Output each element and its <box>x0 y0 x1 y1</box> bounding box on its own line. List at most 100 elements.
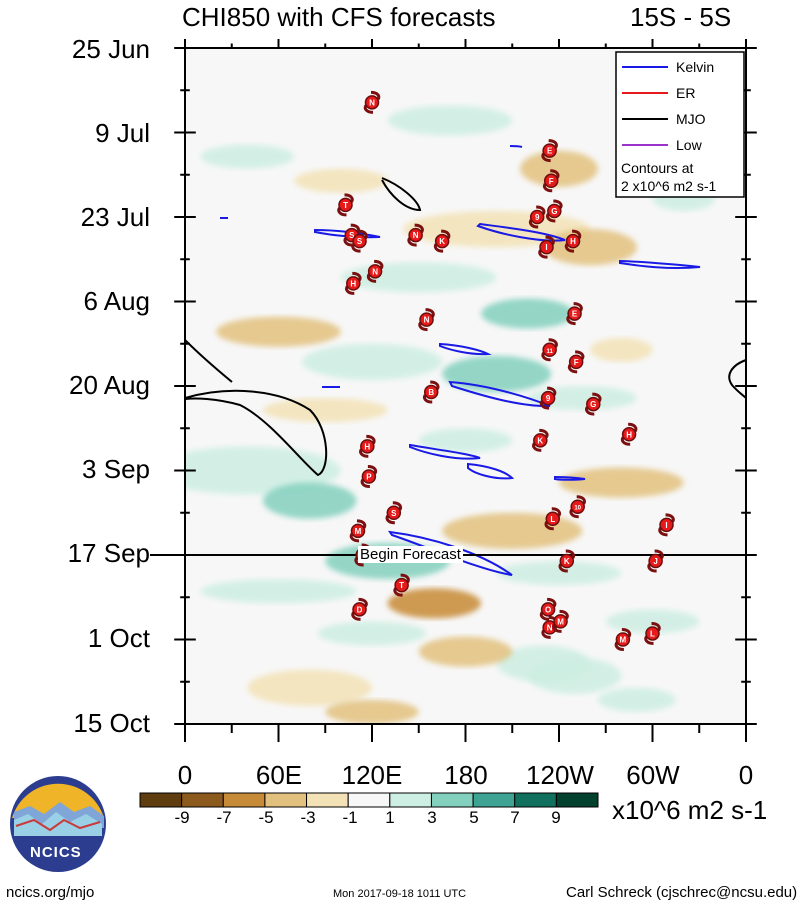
x-tick-label: 120W <box>526 760 594 790</box>
kelvin-contour <box>448 380 551 408</box>
colorbar-label: -9 <box>174 808 190 827</box>
anomaly-blob <box>418 428 513 453</box>
anomaly-blob <box>559 467 684 498</box>
legend-mjo: MJO <box>676 111 706 127</box>
colorbar-swatch <box>306 792 349 808</box>
storm-marker: 10 <box>569 495 586 519</box>
colorbar-units: x10^6 m2 s-1 <box>612 795 768 825</box>
storm-marker: F <box>567 350 585 374</box>
storm-label: K <box>537 436 543 445</box>
storm-label: H <box>364 442 370 451</box>
anomaly-blob <box>442 512 583 549</box>
storm-label: N <box>413 231 419 240</box>
storm-marker: O <box>539 597 557 621</box>
footer-site[interactable]: ncics.org/mjo <box>6 884 95 901</box>
storm-label: T <box>343 201 348 210</box>
anomaly-blob <box>387 588 482 619</box>
y-tick-label: 15 Oct <box>73 708 150 738</box>
anomaly-blob <box>200 144 295 169</box>
anomaly-blob <box>294 168 388 193</box>
storm-marker: S <box>385 501 403 525</box>
storm-marker: I <box>538 235 555 259</box>
plot-frame <box>150 39 757 742</box>
storm-marker: T <box>393 573 410 597</box>
y-tick-label: 6 Aug <box>83 286 150 316</box>
chart-title: CHI850 with CFS forecasts <box>182 2 496 32</box>
latitude-band-label: 15S - 5S <box>630 2 732 32</box>
storm-marker: E <box>566 302 583 326</box>
storm-label: L <box>550 515 555 524</box>
colorbar-swatch <box>389 792 432 808</box>
x-tick-label: 0 <box>177 760 193 790</box>
storm-marker: K <box>532 428 549 452</box>
storm-marker: M <box>614 628 632 651</box>
storm-label: N <box>369 98 375 107</box>
anomaly-blob <box>301 343 443 380</box>
anomaly-blob <box>247 669 372 706</box>
storm-marker: L <box>544 507 561 531</box>
storm-label: S <box>391 509 397 518</box>
colorbar-swatch <box>222 792 266 808</box>
storm-marker: 9 <box>539 386 557 410</box>
y-tick-label: 17 Sep <box>67 538 150 568</box>
x-tick-label: 0 <box>738 760 754 790</box>
colorbar-label: -7 <box>216 808 232 827</box>
anomaly-blob <box>605 609 700 634</box>
colorbar-label: 3 <box>427 808 437 827</box>
legend-kelvin: Kelvin <box>676 59 715 75</box>
anomaly-blob <box>481 298 575 329</box>
storm-label: M <box>355 527 362 536</box>
storm-label: 9 <box>546 394 551 403</box>
mjo-contour <box>381 177 422 212</box>
storm-label: G <box>551 207 557 216</box>
kelvin-contour <box>439 342 492 356</box>
colorbar-label: 7 <box>510 808 520 827</box>
storm-marker: 11 <box>541 338 558 362</box>
storm-label: O <box>545 605 551 614</box>
legend-contour-note: Contours at <box>621 160 694 176</box>
kelvin-contour <box>467 462 515 480</box>
logo-text: NCICS <box>30 844 82 861</box>
storm-label: T <box>399 581 404 590</box>
y-tick-label: 20 Aug <box>69 370 150 400</box>
colorbar <box>139 792 599 808</box>
storm-marker: E <box>541 139 558 163</box>
mjo-contour <box>728 359 746 399</box>
storm-marker: H <box>564 229 582 253</box>
kelvin-contour <box>554 475 586 481</box>
storm-label: E <box>572 310 578 319</box>
colorbar-label: -3 <box>300 808 316 827</box>
storm-label: K <box>564 557 570 566</box>
colorbar-swatch <box>472 792 516 808</box>
colorbar-swatch <box>347 792 391 808</box>
x-tick-label: 120E <box>341 760 403 790</box>
storm-label: E <box>547 147 553 156</box>
anomaly-blob <box>200 579 357 604</box>
wave-contours <box>185 145 746 576</box>
storm-marker: J <box>647 549 664 573</box>
kelvin-contour <box>314 228 381 239</box>
storm-marker: N <box>407 223 424 247</box>
storm-marker: H <box>345 271 362 295</box>
colorbar-swatch <box>514 792 557 808</box>
colorbar-label: -5 <box>258 808 274 827</box>
storm-label: S <box>357 237 363 246</box>
storm-label: J <box>653 557 657 566</box>
anomaly-blob <box>543 229 637 266</box>
storm-marker: T <box>337 193 354 217</box>
colorbar-swatch <box>181 792 224 808</box>
storm-marker: F <box>542 169 560 193</box>
footer-author: Carl Schreck (cjschrec@ncsu.edu) <box>566 884 798 901</box>
colorbar-label: 1 <box>385 808 395 827</box>
storm-marker: D <box>351 597 368 621</box>
storm-label: L <box>650 629 655 638</box>
storm-label: S <box>349 231 355 240</box>
kelvin-contour <box>409 443 481 460</box>
storm-label: 11 <box>546 349 553 355</box>
storm-marker: M <box>552 609 569 633</box>
storm-label: H <box>570 237 576 246</box>
storm-label: F <box>574 358 579 367</box>
begin-forecast-label: Begin Forecast <box>358 546 463 563</box>
anomaly-blob <box>387 105 513 136</box>
